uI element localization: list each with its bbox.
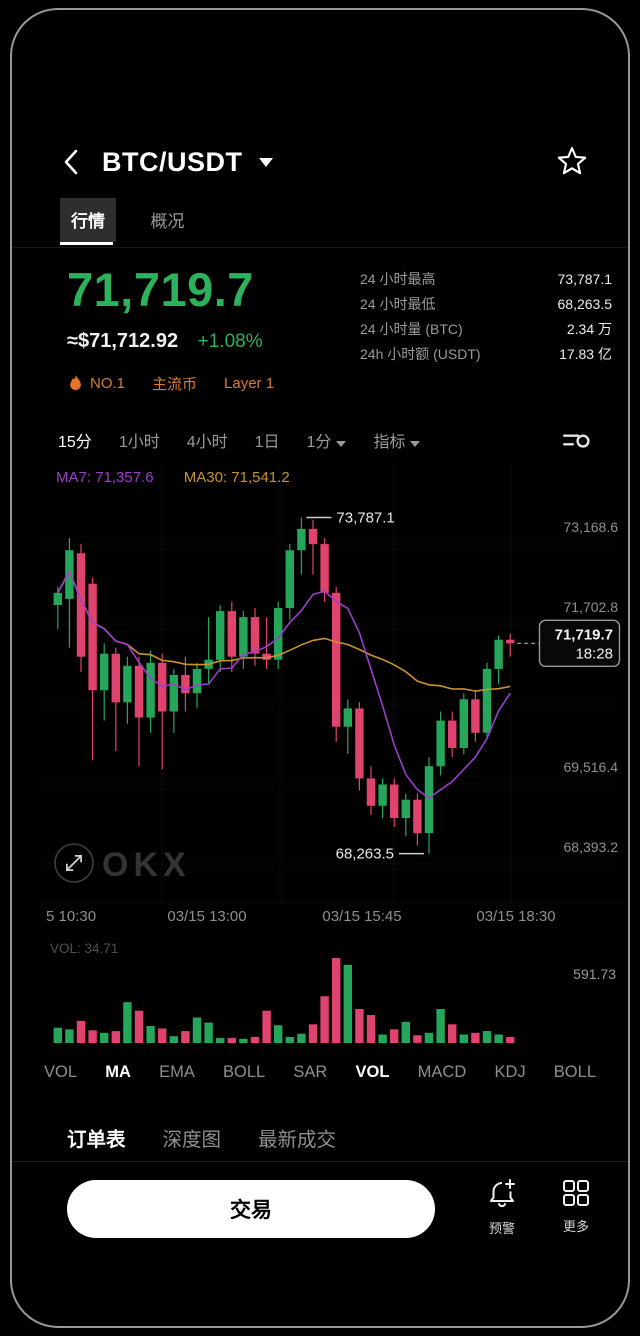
stat-value: 2.34 万 (566, 320, 612, 337)
x-tick: 03/15 13:00 (167, 908, 247, 925)
chevron-down-icon (336, 441, 347, 447)
tf-4h[interactable]: 4小时 (186, 434, 228, 451)
pair-title[interactable]: BTC/USDT (102, 146, 243, 177)
fiat-price-row: ≈$71,712.92 +1.08% (67, 330, 263, 353)
indicator-row: VOL MA EMA BOLL SAR VOL MACD KDJ BOLL (44, 1054, 596, 1090)
ma7-legend: MA7: 71,357.6 (56, 469, 154, 486)
stats-panel: 24 小时最高 73,787.1 24 小时最低 68,263.5 24 小时量… (360, 266, 612, 366)
more-label: 更多 (562, 1219, 589, 1234)
stat-value: 17.83 亿 (559, 345, 612, 362)
divider (12, 247, 628, 248)
indicator-vol[interactable]: VOL (44, 1062, 78, 1081)
stat-row: 24 小时最低 68,263.5 (360, 291, 612, 316)
badges-row: NO.1 主流币 Layer 1 (69, 373, 274, 394)
volume-canvas[interactable]: VOL: 34.71 591.73 (42, 935, 622, 1050)
stat-row: 24 小时量 (BTC) 2.34 万 (360, 316, 612, 341)
indicator-macd[interactable]: MACD (417, 1062, 467, 1081)
badge-no1[interactable]: NO.1 (69, 375, 125, 392)
svg-text:71,719.7: 71,719.7 (555, 626, 613, 643)
x-tick: 03/15 15:45 (322, 908, 402, 925)
tf-more-dropdown[interactable]: 1分 (307, 428, 347, 452)
tf-1h[interactable]: 1小时 (118, 434, 160, 451)
x-tick: 03/15 18:30 (476, 908, 556, 925)
flame-icon (70, 375, 81, 391)
svg-text:68,263.5: 68,263.5 (336, 846, 394, 863)
header: BTC/USDT (60, 138, 588, 186)
timeframe-row: 15分 1小时 4小时 1日 1分 指标 (58, 422, 590, 458)
badge-label: NO.1 (90, 375, 126, 392)
phone-frame: BTC/USDT 行情 概况 71,719.7 ≈$71,712.92 +1.0… (10, 8, 630, 1328)
tf-15m[interactable]: 15分 (58, 434, 92, 451)
divider (12, 1161, 628, 1162)
chevron-down-icon (410, 441, 421, 447)
svg-text:71,702.8: 71,702.8 (564, 599, 619, 615)
top-tabs: 行情 概况 (60, 198, 628, 246)
tab-orderbook[interactable]: 订单表 (67, 1128, 126, 1151)
x-tick: 5 10:30 (46, 908, 97, 925)
volume-pane[interactable]: VOL: 34.71 591.73 (42, 935, 622, 1050)
indicator-kdj[interactable]: KDJ (494, 1062, 526, 1081)
alert-label: 预警 (488, 1221, 515, 1236)
svg-text:591.73: 591.73 (573, 966, 616, 982)
last-price: 71,719.7 (67, 263, 254, 316)
indicator-ma[interactable]: MA (105, 1062, 131, 1081)
stat-value: 73,787.1 (557, 270, 613, 287)
more-action[interactable]: 更多 (546, 1178, 606, 1235)
price-change: +1.08% (197, 331, 263, 352)
stat-row: 24h 小时额 (USDT) 17.83 亿 (360, 341, 612, 366)
indicator-ema[interactable]: EMA (159, 1062, 195, 1081)
screen: BTC/USDT 行情 概况 71,719.7 ≈$71,712.92 +1.0… (12, 10, 628, 1326)
indicator-boll2[interactable]: BOLL (553, 1062, 596, 1081)
indicator-dropdown[interactable]: 指标 (373, 428, 421, 452)
trade-button[interactable]: 交易 (67, 1180, 435, 1238)
stat-row: 24 小时最高 73,787.1 (360, 266, 612, 291)
trade-button-label: 交易 (230, 1199, 272, 1222)
tab-overview[interactable]: 概况 (150, 212, 185, 231)
pair-dropdown-icon[interactable] (258, 157, 273, 167)
svg-text:69,516.4: 69,516.4 (564, 759, 619, 775)
chart-settings-icon[interactable] (562, 427, 590, 453)
tab-quotes[interactable]: 行情 (60, 198, 116, 242)
favorite-star-icon[interactable] (556, 146, 588, 178)
ma30-legend: MA30: 71,541.2 (183, 469, 290, 486)
svg-text:VOL: 34.71: VOL: 34.71 (50, 941, 118, 956)
x-axis: 5 10:30 03/15 13:00 03/15 15:45 03/15 18… (42, 906, 622, 932)
svg-text:68,393.2: 68,393.2 (564, 839, 619, 855)
fiat-price: ≈$71,712.92 (67, 330, 179, 352)
svg-text:73,168.6: 73,168.6 (564, 519, 619, 535)
tab-trades[interactable]: 最新成交 (258, 1128, 337, 1151)
badge-mainstream[interactable]: 主流币 (152, 376, 198, 393)
svg-text:73,787.1: 73,787.1 (336, 510, 394, 527)
kline-chart[interactable]: 73,168.6 71,702.8 69,516.4 68,393.2 OKX 73,78… (42, 465, 622, 905)
alert-action[interactable]: 预警 (472, 1178, 532, 1237)
stat-label: 24h 小时额 (USDT) (360, 345, 481, 362)
indicator-vol2[interactable]: VOL (355, 1062, 390, 1081)
indicator-sar[interactable]: SAR (293, 1062, 328, 1081)
grid-more-icon (563, 1180, 589, 1206)
ma-legend: MA7: 71,357.6 MA30: 71,541.2 (56, 469, 290, 486)
kline-canvas[interactable]: 73,168.6 71,702.8 69,516.4 68,393.2 OKX 73,78… (42, 465, 622, 905)
indicator-boll[interactable]: BOLL (223, 1062, 266, 1081)
svg-text:OKX: OKX (102, 846, 191, 884)
tab-depth[interactable]: 深度图 (162, 1128, 222, 1151)
stat-label: 24 小时最低 (360, 295, 436, 312)
stat-label: 24 小时最高 (360, 270, 436, 287)
stat-label: 24 小时量 (BTC) (360, 320, 463, 337)
stat-value: 68,263.5 (557, 295, 613, 312)
badge-layer1[interactable]: Layer 1 (224, 375, 275, 392)
bell-plus-icon (490, 1179, 515, 1208)
orderbook-tabs: 订单表 深度图 最新成交 (67, 1114, 628, 1160)
tf-1d[interactable]: 1日 (254, 434, 280, 451)
tab-active-underline (60, 242, 113, 245)
svg-text:18:28: 18:28 (575, 645, 613, 662)
back-icon[interactable] (60, 148, 82, 176)
